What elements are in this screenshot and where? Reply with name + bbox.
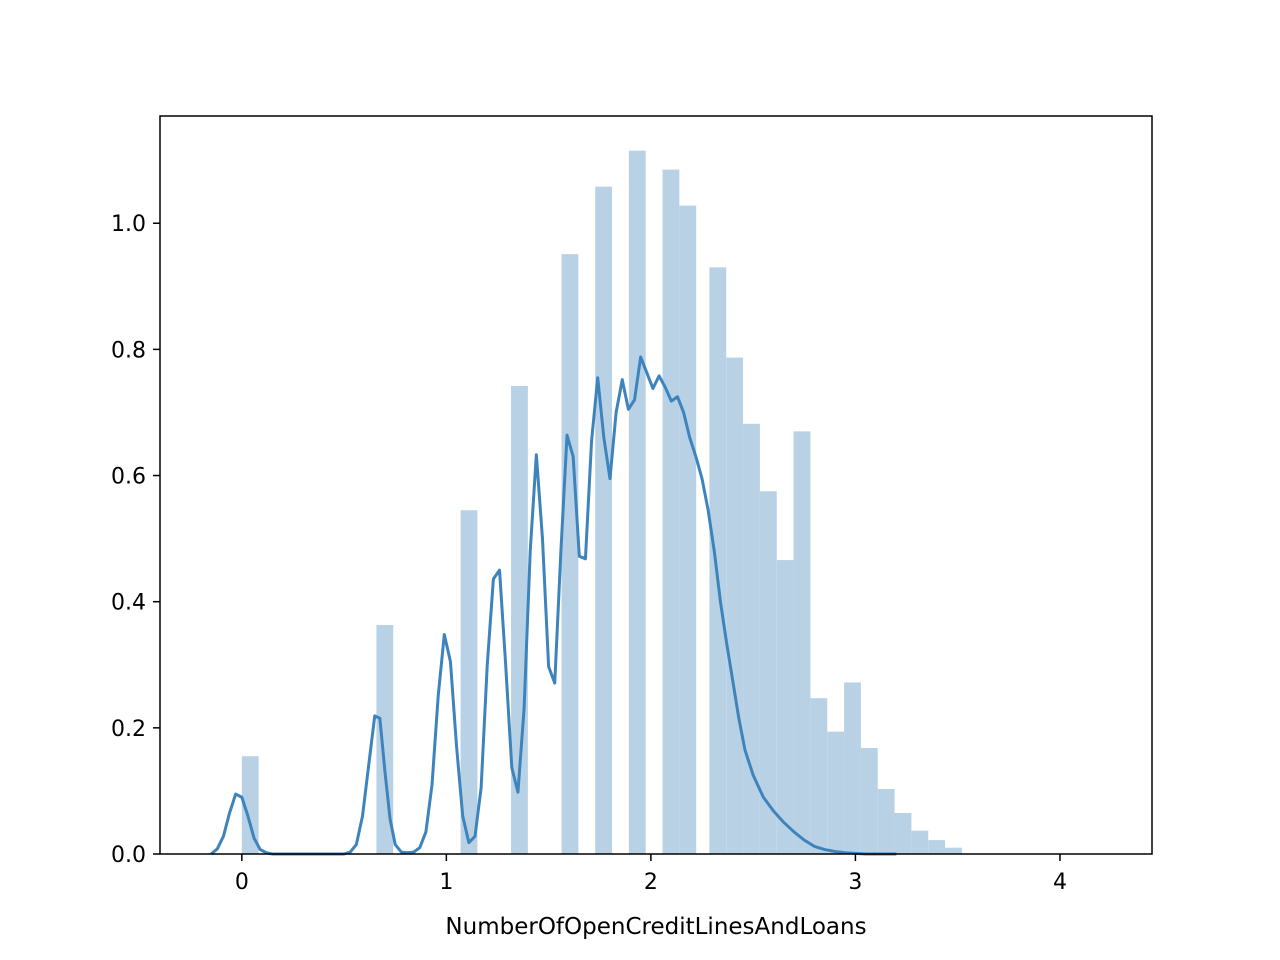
histogram-bar [759,491,777,854]
y-tick-label: 0.2 [111,717,146,742]
histogram-bar [595,186,613,855]
y-tick-label: 1.0 [111,212,146,237]
y-tick-label: 0.4 [111,591,146,616]
histogram-bar [793,431,811,854]
histogram-bar [860,748,878,854]
histogram-bar [810,698,828,854]
plot-frame [159,115,1153,855]
histogram-bar [945,847,962,854]
histogram-bar [460,510,478,854]
histogram-bar [709,267,727,854]
x-tick-label: 3 [848,870,862,895]
x-axis-label: NumberOfOpenCreditLinesAndLoans [445,914,866,940]
histogram-bar [827,731,845,854]
histogram-bar [241,756,259,854]
y-tick-label: 0.8 [111,338,146,363]
x-tick-label: 1 [439,870,453,895]
histogram-bar [662,169,680,855]
histogram-bar [561,254,579,855]
histogram-bar [743,423,760,854]
histogram-bar [894,813,912,854]
x-axis-ticks: 0 1 2 3 4 [235,854,1067,895]
x-tick-label: 0 [235,870,249,895]
histogram-bar [844,682,861,854]
histogram-bar [628,150,646,854]
histogram-bar [776,560,794,854]
histogram-bar [679,205,697,855]
y-tick-label: 0.6 [111,465,146,490]
histogram-bar [928,840,946,854]
y-tick-label: 0.0 [111,843,146,868]
histogram-bar [877,789,895,854]
kde-curve-layer [210,355,897,856]
histogram-bars [241,150,962,855]
histogram-bar [911,830,929,854]
x-tick-label: 2 [644,870,658,895]
histogram-bar [511,385,528,854]
y-axis-ticks: 0.0 0.2 0.4 0.6 0.8 1.0 [111,212,160,868]
x-tick-label: 4 [1053,870,1067,895]
histogram-bar [726,357,744,854]
kde-curve [210,355,897,856]
